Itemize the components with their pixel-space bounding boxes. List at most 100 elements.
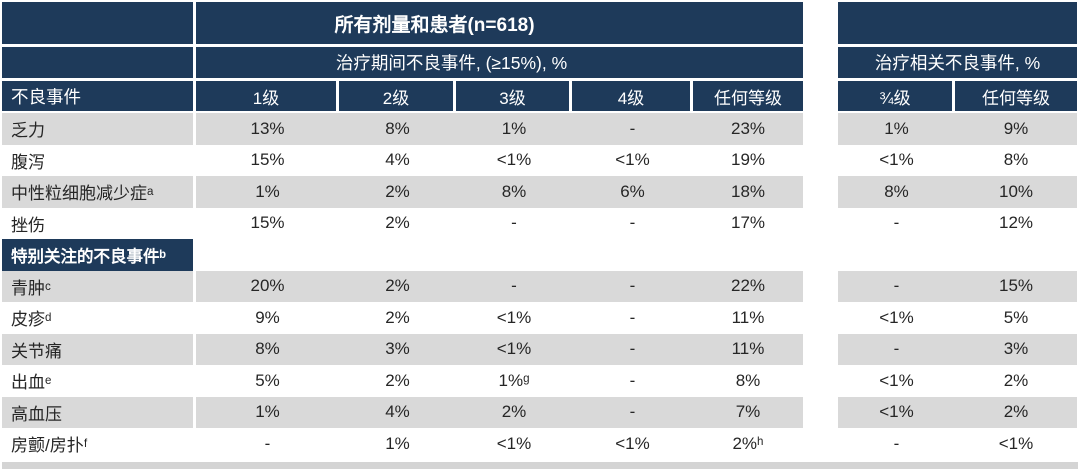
table-row: 关节痛 8% 3% <1% - 11% - 3% — [2, 333, 1078, 365]
treatment-emergent-header: 治疗期间不良事件, (≥15%), % — [196, 47, 803, 78]
value-cell: 1% — [255, 402, 280, 422]
value-cell — [339, 239, 456, 271]
value-cell: 8% — [501, 181, 527, 201]
corner-cell-top — [2, 2, 193, 44]
row-label: 皮疹ᵈ — [2, 302, 193, 334]
table-gap — [803, 208, 838, 240]
value-cell: 4% — [385, 402, 410, 422]
value-cell: <1% — [879, 307, 914, 327]
value-cell: <1% — [879, 402, 914, 422]
value-cell: - — [629, 370, 636, 390]
table-row: 乏力 13% 8% 1% - 23% 1% 9% — [2, 113, 1078, 145]
value-cell: 3% — [1003, 339, 1029, 359]
value-cell: <1% — [496, 307, 532, 327]
value-cell — [838, 239, 955, 271]
grade2-column-header: 2级 — [339, 81, 453, 111]
table-row: 皮疹ᵈ 9% 2% <1% - 11% <1% 5% — [2, 302, 1078, 334]
table-gap — [803, 176, 838, 208]
value-cell: - — [893, 433, 900, 453]
value-cell: - — [511, 276, 517, 296]
value-cell: 8% — [735, 370, 761, 390]
table-gap — [803, 239, 838, 271]
grade34-column-header: ¾级 — [838, 81, 952, 111]
value-cell: 1% — [255, 181, 280, 201]
value-cell: 2% — [385, 213, 410, 233]
value-cell: 4% — [385, 150, 410, 170]
value-cell: <1% — [496, 339, 532, 359]
value-cell: 9% — [255, 307, 280, 327]
row-label: 青肿ᶜ — [2, 270, 193, 302]
value-cell: 13% — [250, 118, 285, 138]
value-cell: 1% — [501, 118, 527, 138]
value-cell: 8% — [255, 339, 280, 359]
value-cell: - — [629, 276, 636, 296]
value-cell: 15% — [998, 276, 1034, 296]
row-label: 挫伤 — [2, 207, 193, 239]
value-cell: 11% — [731, 307, 765, 327]
value-cell: 2%ʰ — [732, 433, 764, 453]
grade4-column-header: 4级 — [572, 81, 690, 111]
table-row: 中性粒细胞减少症ᵃ 1% 2% 8% 6% 18% 8% 10% — [2, 176, 1078, 208]
value-cell: 2% — [385, 181, 410, 201]
value-cell: 12% — [998, 213, 1034, 233]
value-cell: 10% — [998, 181, 1034, 201]
value-cell: 5% — [1003, 307, 1029, 327]
value-cell: <1% — [615, 150, 650, 170]
grade1-column-header: 1级 — [196, 81, 336, 111]
row-label: 乏力 — [2, 113, 193, 145]
table-row: 挫伤 15% 2% - - 17% - 12% — [2, 207, 1078, 240]
value-cell: <1% — [998, 433, 1034, 453]
table-gap — [803, 145, 838, 177]
related-corner-cell-top — [838, 2, 1077, 44]
header-row-columns: 不良事件 1级 2级 3级 4级 任何等级 ¾级 任何等级 — [2, 81, 1078, 111]
header-row-groups: 治疗期间不良事件, (≥15%), % 治疗相关不良事件, % — [2, 47, 1078, 78]
value-cell: 8% — [1003, 150, 1029, 170]
section-header-row: 特别关注的不良事件ᵇ — [2, 239, 1078, 271]
value-cell — [456, 239, 572, 271]
value-cell: <1% — [879, 370, 914, 390]
value-cell: 2% — [501, 402, 527, 422]
section-header-label: 特别关注的不良事件ᵇ — [2, 239, 193, 271]
value-cell: - — [629, 339, 636, 359]
any-grade-column-header: 任何等级 — [693, 81, 803, 111]
value-cell: 2% — [385, 276, 410, 296]
table-gap — [803, 81, 838, 111]
value-cell: 8% — [385, 118, 410, 138]
value-cell: 15% — [250, 213, 285, 233]
value-cell: 6% — [620, 181, 645, 201]
treatment-related-header: 治疗相关不良事件, % — [838, 47, 1077, 78]
value-cell: 20% — [250, 276, 285, 296]
table-bottom-edge — [2, 461, 1078, 469]
table-gap — [803, 397, 838, 429]
table-gap — [803, 428, 838, 460]
value-cell: 9% — [1003, 118, 1029, 138]
value-cell: 17% — [730, 213, 766, 233]
row-label: 房颤/房扑ᶠ — [2, 428, 193, 460]
all-doses-header: 所有剂量和患者(n=618) — [196, 2, 803, 44]
related-any-grade-column-header: 任何等级 — [955, 81, 1077, 111]
value-cell: 2% — [385, 307, 410, 327]
table-row: 出血ᵉ 5% 2% 1%ᵍ - 8% <1% 2% — [2, 365, 1078, 397]
value-cell: - — [893, 339, 900, 359]
row-label: 关节痛 — [2, 333, 193, 365]
adverse-event-column-header: 不良事件 — [2, 81, 193, 111]
table-gap — [803, 113, 838, 145]
value-cell: 15% — [250, 150, 285, 170]
table-row: 青肿ᶜ 20% 2% - - 22% - 15% — [2, 270, 1078, 302]
value-cell: 1%ᵍ — [498, 370, 530, 390]
value-cell: - — [629, 402, 636, 422]
value-cell: 23% — [730, 118, 766, 138]
table-row: 腹泻 15% 4% <1% <1% 19% <1% 8% — [2, 144, 1078, 177]
value-cell: - — [629, 307, 636, 327]
value-cell: 18% — [730, 181, 766, 201]
value-cell — [572, 239, 693, 271]
value-cell — [693, 239, 803, 271]
value-cell: 11% — [731, 339, 765, 359]
value-cell: <1% — [879, 150, 914, 170]
value-cell: - — [629, 213, 636, 233]
corner-cell-mid — [2, 47, 193, 78]
value-cell: <1% — [496, 433, 532, 453]
table-gap — [803, 47, 838, 78]
